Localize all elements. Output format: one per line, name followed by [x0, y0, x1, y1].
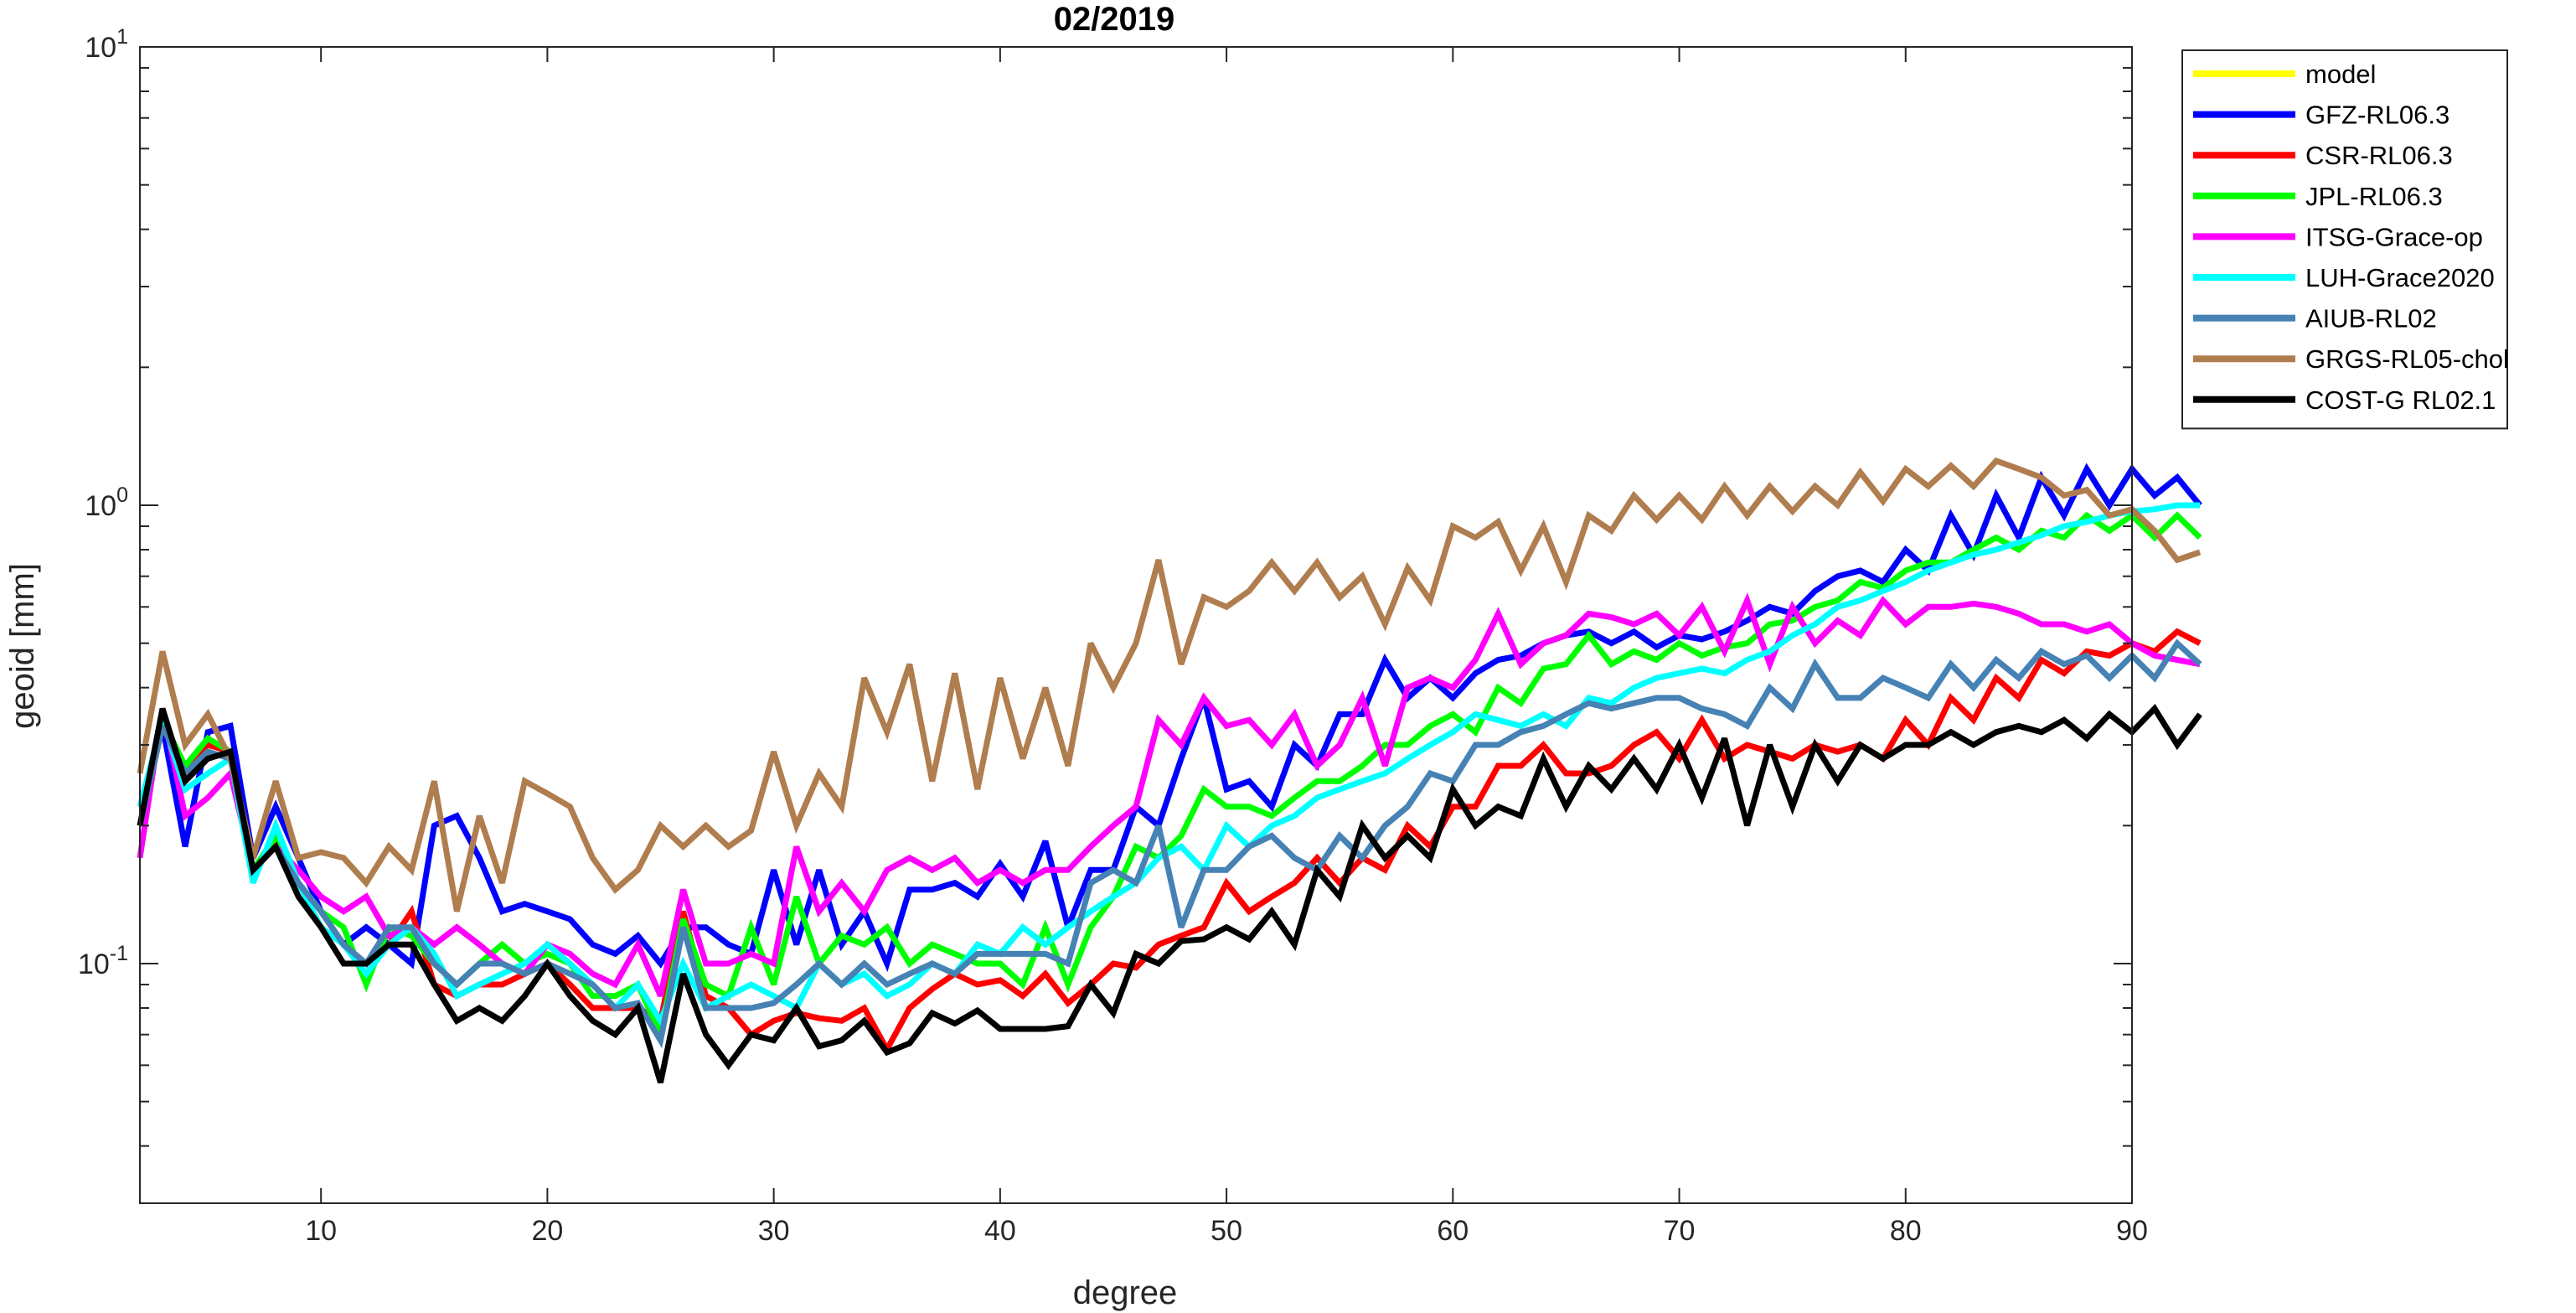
y-tick-label: 101: [85, 25, 128, 64]
x-axis-label: degree: [1073, 1274, 1178, 1311]
x-tick-label: 40: [984, 1215, 1016, 1247]
y-tick-label: 10-1: [78, 942, 128, 980]
x-tick-label: 80: [1890, 1215, 1922, 1247]
legend-label: GRGS-RL05-chol: [2305, 344, 2509, 374]
legend-label: ITSG-Grace-op: [2305, 222, 2483, 251]
legend-label: JPL-RL06.3: [2305, 182, 2443, 211]
legend-label: CSR-RL06.3: [2305, 141, 2453, 170]
x-tick-label: 10: [305, 1215, 337, 1247]
x-tick-label: 50: [1211, 1215, 1242, 1247]
y-axis-label: geoid [mm]: [4, 563, 41, 729]
axes: 10 20 30 40 50 60 70 80 90 10-1 100 101: [78, 25, 2148, 1247]
plot-area: [137, 457, 2202, 1084]
x-tick-label: 90: [2116, 1215, 2148, 1247]
series-line-cost-g-rl02-1: [137, 704, 2202, 1084]
legend-label: LUH-Grace2020: [2305, 263, 2495, 292]
legend: model GFZ-RL06.3 CSR-RL06.3 JPL-RL06.3 ITSG-…: [2181, 49, 2509, 430]
series-line-luh-grace2020: [137, 502, 2201, 1028]
legend-label: model: [2305, 59, 2376, 89]
series-line-jpl-rl06-3: [137, 511, 2202, 1036]
series-line-aiub-rl02: [137, 638, 2202, 1049]
y-tick-label: 100: [85, 483, 128, 522]
x-tick-label: 70: [1664, 1215, 1696, 1247]
axes-box: [139, 46, 2133, 1204]
x-tick-label: 60: [1437, 1215, 1469, 1247]
x-tick-label: 30: [758, 1215, 790, 1247]
chart-title: 02/2019: [1054, 1, 1175, 38]
x-tick-label: 20: [531, 1215, 563, 1247]
series-line-gfz-rl06-3: [137, 463, 2202, 973]
series-line-grgs-rl05-chol: [137, 457, 2202, 912]
legend-label: COST-G RL02.1: [2305, 385, 2496, 415]
legend-label: AIUB-RL02: [2305, 304, 2437, 333]
legend-label: GFZ-RL06.3: [2305, 101, 2450, 130]
series-line-itsg-grace-op: [137, 592, 2201, 998]
